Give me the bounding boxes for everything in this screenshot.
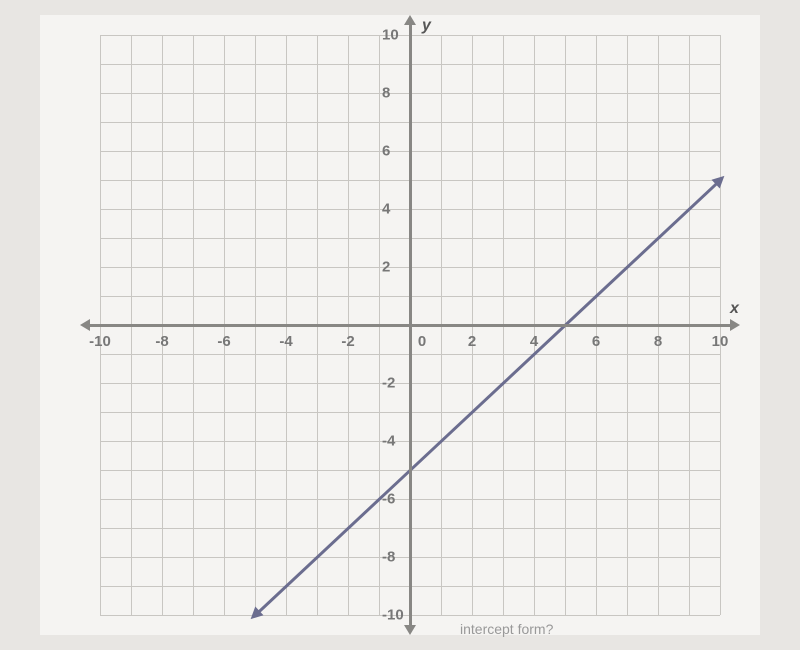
x-tick-label: 10 (712, 333, 729, 350)
y-tick-label: -6 (382, 491, 395, 508)
x-axis-label: x (730, 300, 739, 318)
arrow-right-icon (730, 319, 740, 331)
y-tick-label: -4 (382, 433, 395, 450)
y-tick-label: 10 (382, 27, 399, 44)
y-tick-label: -10 (382, 607, 404, 624)
x-tick-label: -8 (155, 333, 168, 350)
x-tick-label: -4 (279, 333, 292, 350)
arrow-left-icon (80, 319, 90, 331)
y-tick-label: -8 (382, 549, 395, 566)
arrow-up-icon (404, 15, 416, 25)
y-axis (409, 20, 412, 630)
x-tick-label: 4 (530, 333, 538, 350)
grid-area: -10-8-6-4-20246810-10-8-6-4-2246810xy (100, 35, 720, 615)
x-tick-label: 6 (592, 333, 600, 350)
y-tick-label: 4 (382, 201, 390, 218)
question-fragment: intercept form? (460, 621, 553, 637)
coordinate-graph: -10-8-6-4-20246810-10-8-6-4-2246810xy in… (40, 15, 760, 635)
y-axis-label: y (422, 17, 431, 35)
y-tick-label: 2 (382, 259, 390, 276)
arrow-down-icon (404, 625, 416, 635)
x-tick-label: 0 (418, 333, 426, 350)
y-tick-label: -2 (382, 375, 395, 392)
y-tick-label: 8 (382, 85, 390, 102)
y-tick-label: 6 (382, 143, 390, 160)
x-tick-label: 2 (468, 333, 476, 350)
x-tick-label: -10 (89, 333, 111, 350)
x-tick-label: 8 (654, 333, 662, 350)
x-tick-label: -6 (217, 333, 230, 350)
x-tick-label: -2 (341, 333, 354, 350)
plotted-line (254, 179, 721, 616)
